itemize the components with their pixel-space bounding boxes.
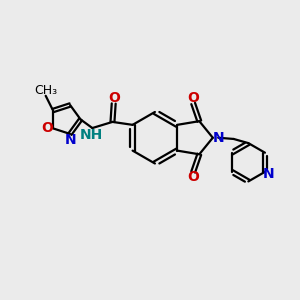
Text: N: N [65,133,76,147]
Text: CH₃: CH₃ [34,84,57,97]
Text: NH: NH [80,128,103,142]
Text: O: O [108,91,120,105]
Text: O: O [187,170,199,184]
Text: N: N [263,167,274,181]
Text: N: N [212,131,224,145]
Text: O: O [187,91,199,105]
Text: O: O [41,121,53,135]
